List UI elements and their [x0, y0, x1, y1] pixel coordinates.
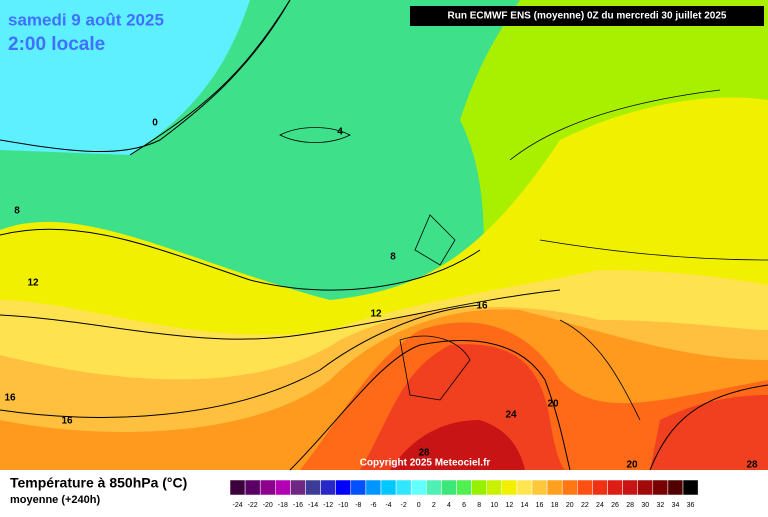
scale-label: 32	[656, 502, 664, 509]
scale-swatch	[335, 479, 352, 496]
contour-label: 8	[14, 206, 20, 217]
scale-label: 16	[536, 502, 544, 509]
scale-label: 28	[626, 502, 634, 509]
scale-label: 20	[566, 502, 574, 509]
scale-swatch	[622, 479, 638, 496]
legend-title: Température à 850hPa (°C)	[10, 475, 187, 491]
contour-label: 12	[27, 278, 39, 289]
contour-label: 16	[4, 393, 16, 404]
scale-label: -4	[385, 502, 391, 509]
contour-label: 16	[476, 301, 488, 312]
scale-swatch	[365, 479, 382, 496]
scale-swatch	[290, 479, 306, 496]
contour-label: 16	[61, 416, 73, 427]
scale-label: 0	[417, 502, 421, 509]
scale-label: 6	[462, 502, 466, 509]
isotherm	[649, 384, 768, 471]
scale-swatch	[441, 479, 457, 496]
scale-swatch	[410, 479, 427, 496]
isotherm	[0, 289, 561, 340]
scale-label: -6	[370, 502, 376, 509]
scale-label: -12	[323, 502, 333, 509]
contour-label: 28	[418, 448, 430, 459]
coastline	[279, 127, 351, 143]
scale-swatch	[380, 479, 397, 496]
scale-swatch	[395, 479, 412, 496]
scale-swatch	[471, 479, 487, 496]
scale-swatch	[561, 479, 578, 496]
scale-swatch	[426, 479, 442, 496]
scale-label: 10	[490, 502, 498, 509]
scale-swatch	[501, 479, 518, 496]
scale-label: 12	[505, 502, 513, 509]
contour-label: 8	[390, 252, 396, 263]
scale-swatch	[350, 479, 367, 496]
legend-subtitle: moyenne (+240h)	[10, 494, 101, 506]
time-label: 2:00 locale	[8, 34, 105, 55]
scale-label: 22	[581, 502, 589, 509]
scale-label: 36	[687, 502, 695, 509]
scale-swatch	[682, 479, 699, 496]
scale-label: 4	[447, 502, 451, 509]
scale-swatch	[577, 479, 593, 496]
isotherm	[0, 304, 481, 418]
scale-swatch	[637, 479, 654, 496]
band	[360, 344, 565, 470]
coastline	[399, 89, 768, 421]
scale-swatch	[546, 479, 563, 496]
contour-label: 12	[370, 309, 382, 320]
scale-swatch	[456, 479, 472, 496]
scale-swatch	[259, 479, 276, 496]
scale-label: -18	[278, 502, 288, 509]
scale-swatch	[531, 479, 548, 496]
run-box	[410, 6, 764, 26]
band	[390, 420, 525, 470]
scale-swatch	[275, 479, 291, 496]
isotherm	[129, 0, 291, 156]
contour-label: 20	[626, 460, 638, 471]
scale-label: 18	[551, 502, 559, 509]
scale-label: 30	[641, 502, 649, 509]
band	[650, 395, 768, 470]
scale-label: 8	[477, 502, 481, 509]
scale-swatch	[229, 479, 246, 496]
scale-swatch	[320, 479, 336, 496]
scale-swatch	[607, 479, 623, 496]
copyright: Copyright 2025 Meteociel.fr	[360, 458, 491, 469]
scale-label: -10	[338, 502, 348, 509]
run-label: Run ECMWF ENS (moyenne) 0Z du mercredi 3…	[448, 11, 727, 22]
isotherm	[289, 340, 571, 471]
isotherm	[0, 0, 291, 152]
scale-swatch	[652, 479, 669, 496]
scale-label: -22	[248, 502, 258, 509]
contour-label: 4	[337, 127, 343, 138]
scale-label: 26	[611, 502, 619, 509]
scale-label: -2	[401, 502, 407, 509]
contour-label: 24	[505, 410, 517, 421]
scale-swatch	[486, 479, 503, 496]
scale-swatch	[305, 479, 321, 496]
scale-label: 24	[596, 502, 604, 509]
scale-label: 34	[672, 502, 680, 509]
scale-label: 14	[521, 502, 529, 509]
isotherm	[0, 228, 481, 291]
scale-swatch	[244, 479, 261, 496]
scale-label: 2	[432, 502, 436, 509]
scale-label: -20	[263, 502, 273, 509]
scale-label: -8	[355, 502, 361, 509]
contour-label: 20	[547, 399, 559, 410]
scale-swatch	[516, 479, 533, 496]
scale-swatch	[667, 479, 684, 496]
scale-label: -16	[293, 502, 303, 509]
contour-label: 28	[746, 460, 758, 471]
contour-label: 0	[152, 118, 158, 129]
scale-swatch	[592, 479, 608, 496]
color-scale: -24 -22 -20 -18 -16 -14 -12 -10 -8 -6 -4 -2 0 2 4 6 8 10 1…	[229, 479, 699, 509]
scale-label: -14	[308, 502, 318, 509]
scale-label: -24	[232, 502, 242, 509]
date-label: samedi 9 août 2025	[8, 10, 164, 29]
